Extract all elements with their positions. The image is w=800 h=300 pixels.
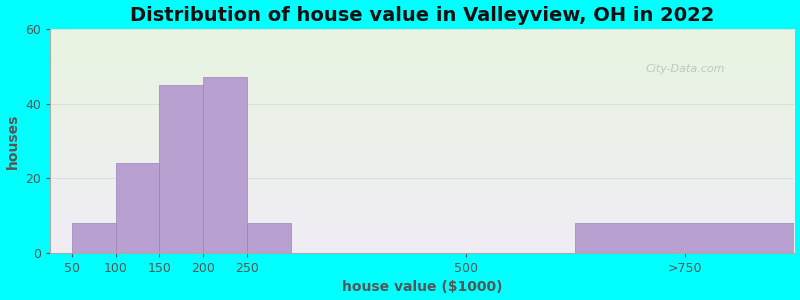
Bar [72,223,116,253]
X-axis label: house value ($1000): house value ($1000) [342,280,502,294]
Y-axis label: houses: houses [6,113,19,169]
Bar [116,163,159,253]
Bar [575,223,794,253]
Title: Distribution of house value in Valleyview, OH in 2022: Distribution of house value in Valleyvie… [130,6,714,25]
Bar [159,85,203,253]
Bar [203,77,247,253]
Text: City-Data.com: City-Data.com [646,64,725,74]
Bar [247,223,291,253]
